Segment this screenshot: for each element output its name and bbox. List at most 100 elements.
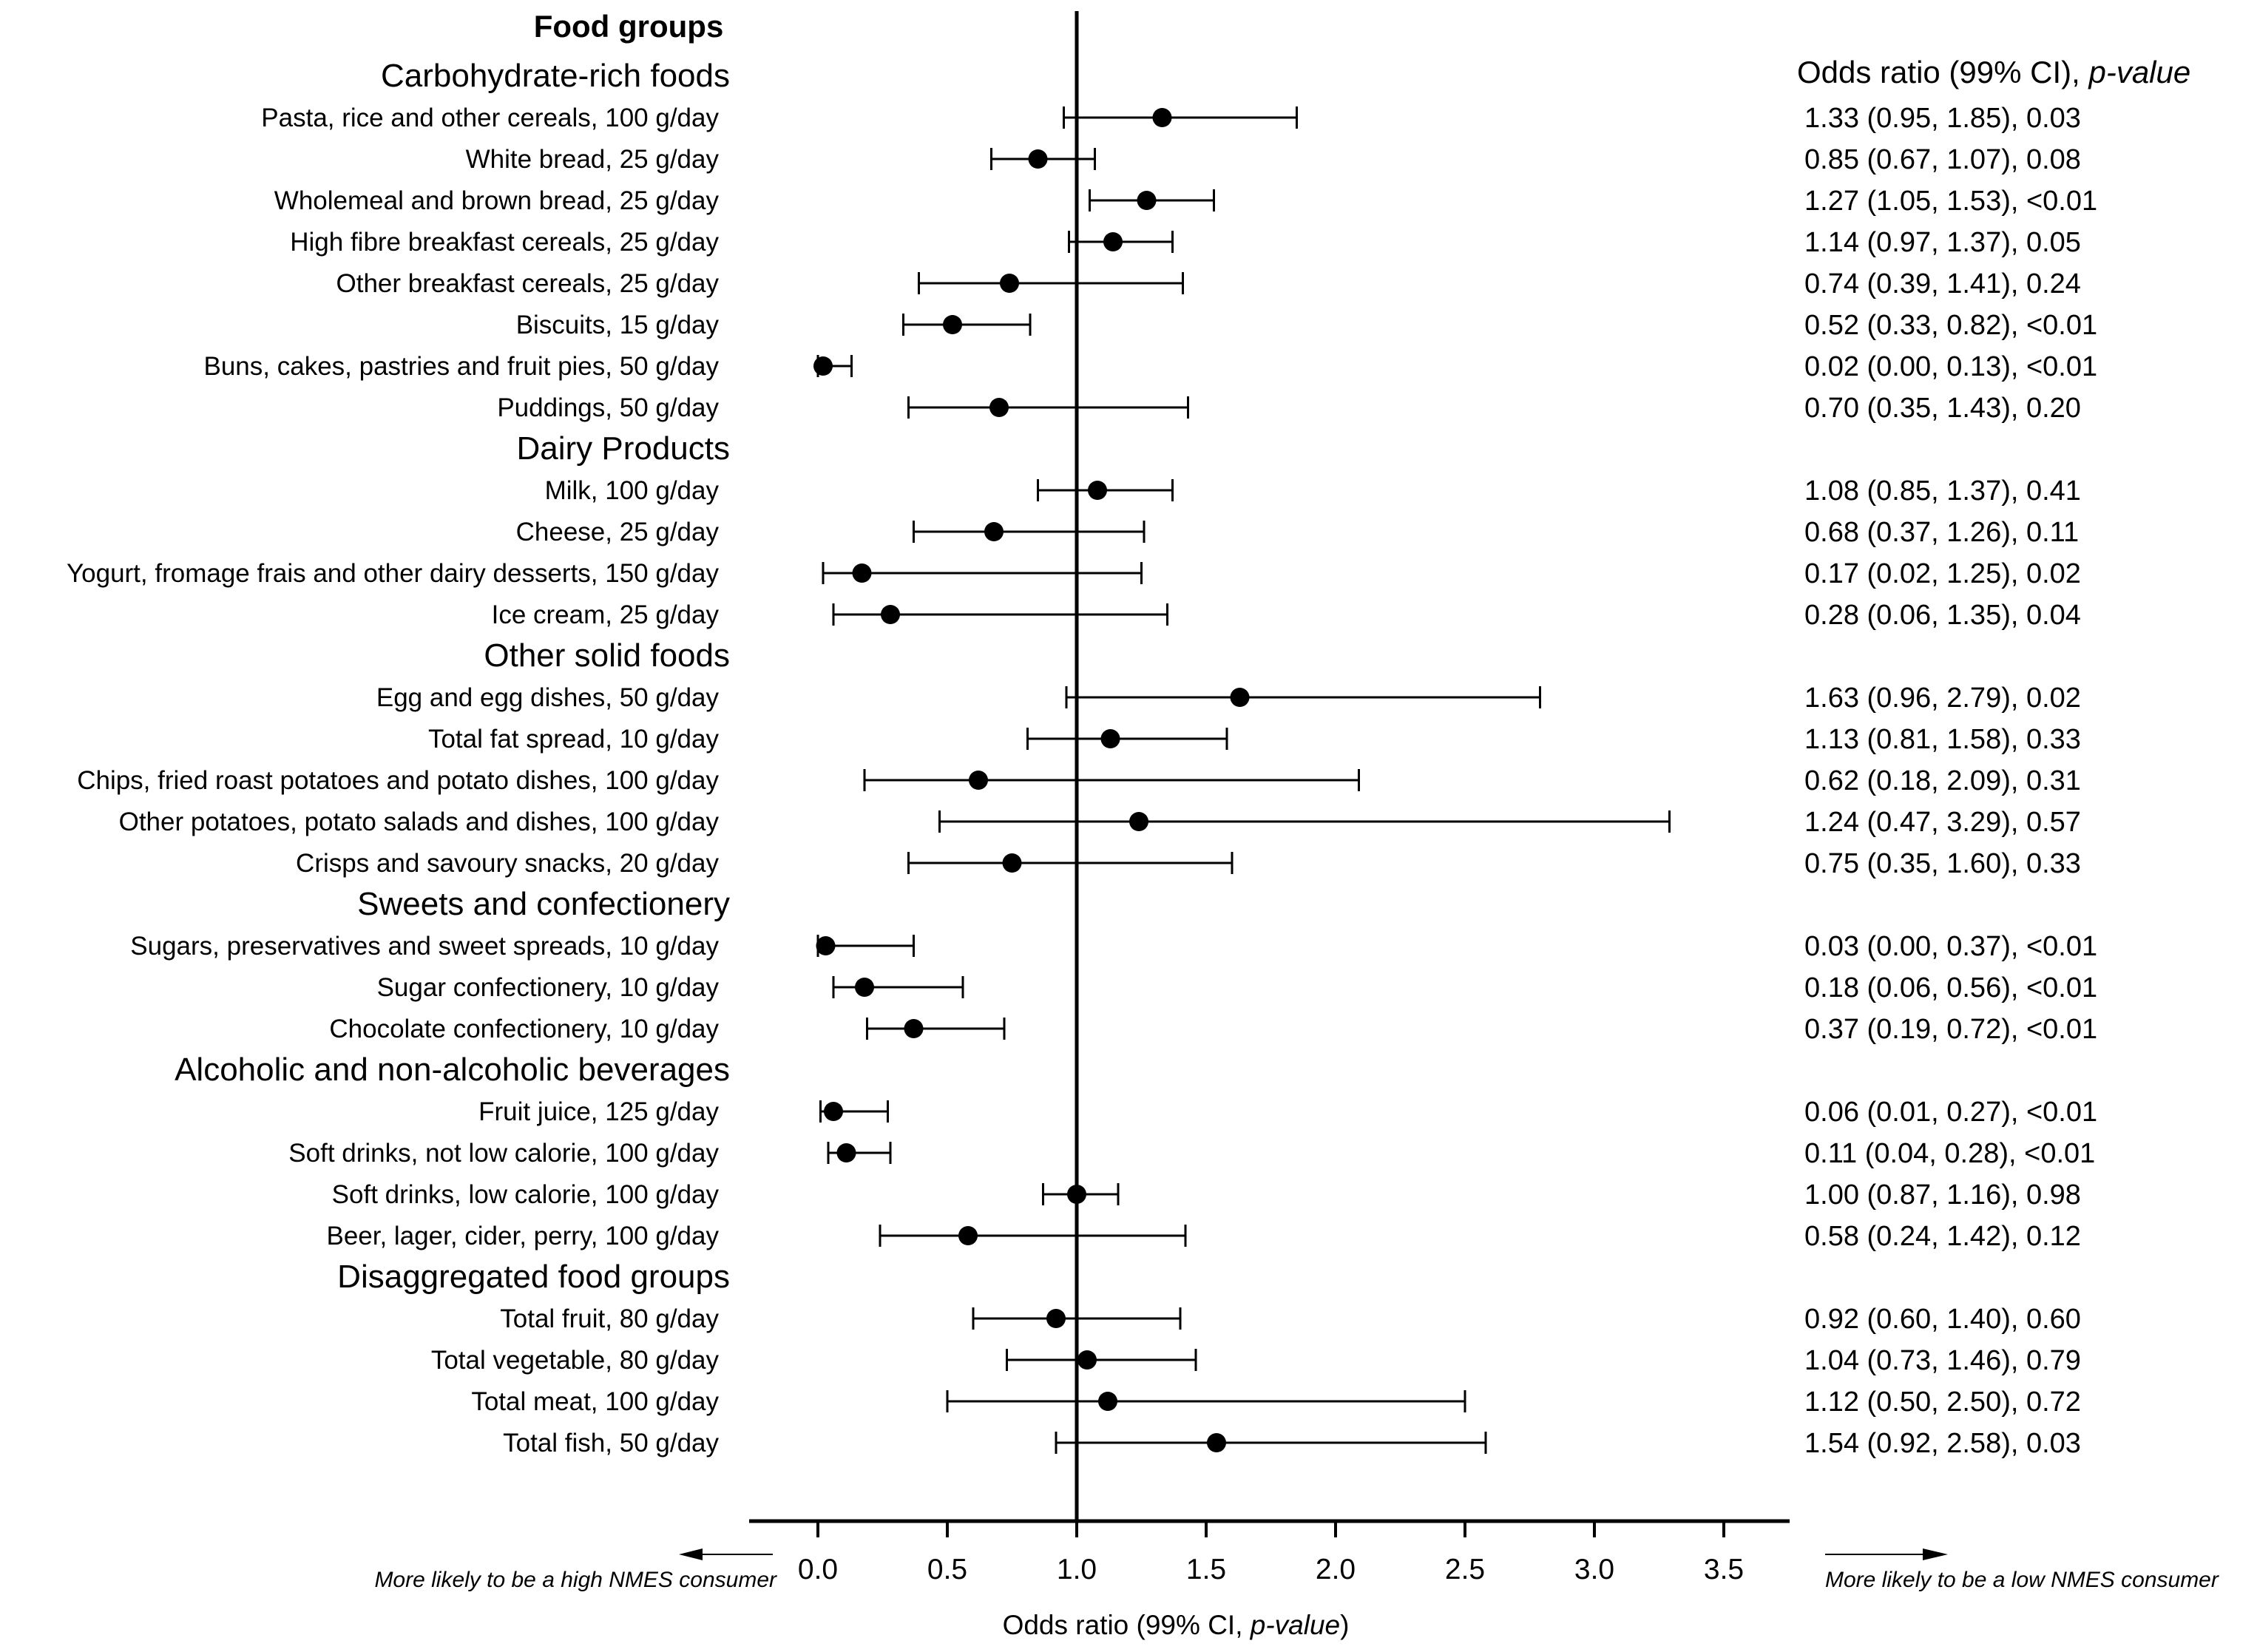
arrow-left-head [679, 1548, 703, 1560]
row-label: White bread, 25 g/day [466, 145, 720, 174]
row-label: Puddings, 50 g/day [497, 393, 719, 422]
point-estimate [1129, 812, 1148, 831]
x-tick-label: 1.5 [1186, 1554, 1226, 1585]
odds-ratio-value: 1.14 (0.97, 1.37), 0.05 [1804, 227, 2081, 258]
x-tick-label: 0.0 [798, 1554, 838, 1585]
row-label: Chocolate confectionery, 10 g/day [329, 1015, 719, 1043]
group-heading: Disaggregated food groups [337, 1259, 730, 1295]
odds-ratio-value: 0.03 (0.00, 0.37), <0.01 [1804, 931, 2097, 962]
point-estimate [1000, 274, 1019, 293]
x-tick-label: 2.0 [1316, 1554, 1356, 1585]
row-label: Total fish, 50 g/day [503, 1429, 719, 1458]
odds-ratio-value: 1.04 (0.73, 1.46), 0.79 [1804, 1345, 2081, 1376]
x-tick-label: 3.5 [1704, 1554, 1744, 1585]
group-heading: Alcoholic and non-alcoholic beverages [175, 1052, 730, 1088]
row-label: Biscuits, 15 g/day [516, 311, 720, 339]
row-label: Yogurt, fromage frais and other dairy de… [67, 559, 719, 588]
odds-ratio-value: 0.75 (0.35, 1.60), 0.33 [1804, 848, 2081, 879]
odds-ratio-value: 1.13 (0.81, 1.58), 0.33 [1804, 724, 2081, 755]
odds-ratio-value: 0.70 (0.35, 1.43), 0.20 [1804, 393, 2081, 424]
odds-ratio-header-main: Odds ratio (99% CI), [1797, 55, 2088, 89]
row-label: Other potatoes, potato salads and dishes… [119, 808, 720, 836]
row-label: Total meat, 100 g/day [471, 1387, 719, 1416]
odds-ratio-value: 0.37 (0.19, 0.72), <0.01 [1804, 1014, 2097, 1045]
point-estimate [813, 356, 833, 376]
point-estimate [1028, 149, 1048, 169]
point-estimate [1230, 688, 1250, 707]
odds-ratio-header-italic: p-value [2087, 55, 2190, 89]
row-label: Cheese, 25 g/day [516, 518, 720, 546]
group-heading: Carbohydrate-rich foods [381, 58, 730, 94]
odds-ratio-value: 1.63 (0.96, 2.79), 0.02 [1804, 683, 2081, 714]
odds-ratio-value: 1.00 (0.87, 1.16), 0.98 [1804, 1179, 2081, 1211]
x-axis-title-italic: p-value [1250, 1610, 1340, 1640]
row-label: Buns, cakes, pastries and fruit pies, 50… [204, 352, 720, 381]
point-estimate [1100, 729, 1120, 748]
x-tick-label: 3.0 [1574, 1554, 1614, 1585]
odds-ratio-value: 1.54 (0.92, 2.58), 0.03 [1804, 1428, 2081, 1459]
food-groups-header: Food groups [534, 9, 724, 44]
odds-ratio-value: 0.02 (0.00, 0.13), <0.01 [1804, 351, 2097, 382]
odds-ratio-value: 0.92 (0.60, 1.40), 0.60 [1804, 1304, 2081, 1335]
point-estimate [852, 563, 872, 583]
odds-ratio-value: 0.06 (0.01, 0.27), <0.01 [1804, 1097, 2097, 1128]
group-heading: Other solid foods [484, 637, 730, 674]
row-label: Ice cream, 25 g/day [492, 600, 720, 629]
x-tick-label: 0.5 [927, 1554, 967, 1585]
group-heading: Sweets and confectionery [357, 886, 730, 922]
odds-ratio-value: 0.11 (0.04, 0.28), <0.01 [1804, 1138, 2095, 1169]
point-estimate [1088, 481, 1107, 500]
point-estimate [1103, 232, 1123, 251]
odds-ratio-value: 0.28 (0.06, 1.35), 0.04 [1804, 600, 2081, 631]
row-label: Total vegetable, 80 g/day [431, 1346, 720, 1375]
point-estimate [1046, 1309, 1066, 1328]
row-label: Beer, lager, cider, perry, 100 g/day [326, 1222, 719, 1250]
x-tick-label: 2.5 [1445, 1554, 1485, 1585]
row-label: Fruit juice, 125 g/day [478, 1097, 719, 1126]
point-estimate [816, 936, 836, 955]
row-label: Soft drinks, low calorie, 100 g/day [332, 1180, 720, 1209]
odds-ratio-value: 0.74 (0.39, 1.41), 0.24 [1804, 268, 2081, 299]
point-estimate [943, 315, 962, 334]
point-estimate [1002, 853, 1022, 873]
point-estimate [969, 771, 988, 790]
odds-ratio-value: 0.17 (0.02, 1.25), 0.02 [1804, 558, 2081, 589]
row-label: Total fat spread, 10 g/day [428, 725, 720, 754]
odds-ratio-header: Odds ratio (99% CI), p-value [1797, 55, 2190, 89]
point-estimate [958, 1226, 978, 1245]
x-axis: 0.0 0.5 1.0 1.5 2.0 2.5 3.0 3.5 [679, 11, 1948, 1585]
odds-ratio-value: 0.68 (0.37, 1.26), 0.11 [1804, 517, 2079, 548]
row-label: Chips, fried roast potatoes and potato d… [77, 766, 719, 795]
odds-ratio-value: 1.27 (1.05, 1.53), <0.01 [1804, 186, 2097, 217]
x-axis-title: Odds ratio (99% CI, p-value) [1003, 1610, 1350, 1640]
point-estimate [1207, 1433, 1226, 1452]
odds-ratio-value: 0.18 (0.06, 0.56), <0.01 [1804, 972, 2097, 1003]
point-estimate [1077, 1350, 1097, 1370]
group-heading: Dairy Products [516, 430, 730, 467]
point-estimate [984, 522, 1004, 541]
x-axis-title-main: Odds ratio (99% CI, [1003, 1610, 1251, 1640]
odds-ratio-value: 1.33 (0.95, 1.85), 0.03 [1804, 103, 2081, 134]
odds-ratio-value: 1.08 (0.85, 1.37), 0.41 [1804, 475, 2081, 507]
arrow-right-head [1923, 1548, 1948, 1560]
point-estimate [904, 1019, 924, 1038]
row-label: Milk, 100 g/day [545, 476, 720, 505]
odds-ratio-value: 0.62 (0.18, 2.09), 0.31 [1804, 765, 2081, 796]
odds-ratio-value: 1.24 (0.47, 3.29), 0.57 [1804, 807, 2081, 838]
odds-ratio-value: 0.85 (0.67, 1.07), 0.08 [1804, 144, 2081, 175]
row-label: Egg and egg dishes, 50 g/day [376, 683, 720, 712]
point-estimate [824, 1102, 843, 1121]
row-label: Soft drinks, not low calorie, 100 g/day [288, 1139, 719, 1168]
row-label: Sugar confectionery, 10 g/day [377, 973, 720, 1002]
row-label: Crisps and savoury snacks, 20 g/day [296, 849, 719, 878]
row-label: Sugars, preservatives and sweet spreads,… [130, 932, 719, 961]
x-tick-label: 1.0 [1057, 1554, 1097, 1585]
row-label: High fibre breakfast cereals, 25 g/day [290, 228, 719, 257]
point-estimate [836, 1143, 856, 1162]
point-estimate [881, 605, 900, 624]
odds-ratio-value: 1.12 (0.50, 2.50), 0.72 [1804, 1387, 2081, 1418]
odds-ratio-value: 0.52 (0.33, 0.82), <0.01 [1804, 310, 2097, 341]
row-label: Wholemeal and brown bread, 25 g/day [274, 186, 720, 215]
